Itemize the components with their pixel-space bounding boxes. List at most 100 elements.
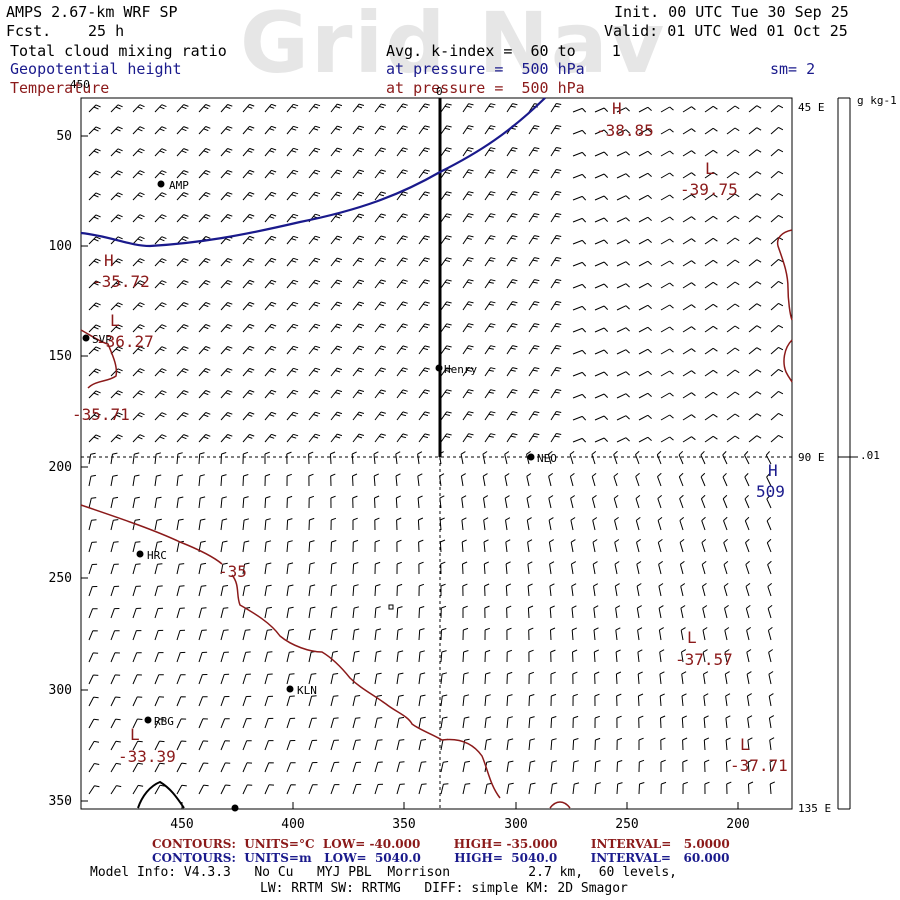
wind-barb xyxy=(110,585,120,597)
wind-barb xyxy=(242,213,255,223)
wind-barb xyxy=(88,214,101,223)
wind-barb xyxy=(594,737,601,751)
wind-barb xyxy=(461,495,467,509)
wind-barb xyxy=(418,301,430,311)
wind-barb xyxy=(440,147,452,157)
wind-barb xyxy=(198,474,205,487)
wind-barb xyxy=(88,696,99,707)
wind-barb xyxy=(770,368,784,377)
wind-barb xyxy=(220,390,233,399)
wind-barb xyxy=(638,737,644,750)
wind-barb xyxy=(176,762,187,773)
wind-barb xyxy=(330,279,343,289)
wind-barb xyxy=(198,718,208,729)
wind-barb xyxy=(286,411,299,421)
wind-barb xyxy=(637,627,643,641)
wind-barb xyxy=(374,125,386,135)
extremum-value: -36.27 xyxy=(96,332,154,351)
wind-barb xyxy=(462,367,474,377)
wind-barb xyxy=(636,538,641,553)
wind-barb xyxy=(594,283,609,289)
wind-barb xyxy=(308,517,315,531)
wind-barb xyxy=(418,125,430,135)
wind-barb xyxy=(176,412,189,421)
wind-barb xyxy=(132,368,145,377)
wind-barb xyxy=(132,496,140,509)
wind-barb xyxy=(242,540,250,553)
wind-barb xyxy=(418,606,425,619)
wind-barb xyxy=(748,325,762,333)
extremum-value: -37.57 xyxy=(675,650,733,669)
wind-barb xyxy=(220,696,230,707)
wind-barb xyxy=(220,651,229,663)
wind-barb xyxy=(678,472,684,487)
wind-barb xyxy=(591,494,597,509)
wind-barb xyxy=(637,693,644,707)
wind-barb xyxy=(703,671,709,685)
wind-barb xyxy=(286,125,299,135)
wind-barb xyxy=(745,583,751,597)
wind-barb xyxy=(638,436,652,443)
wind-barb xyxy=(528,433,540,443)
wind-barb xyxy=(439,495,445,509)
wind-barb xyxy=(264,147,277,157)
wind-barb xyxy=(264,191,277,201)
wind-barb xyxy=(484,191,496,201)
wind-barb xyxy=(396,672,404,685)
wind-barb xyxy=(242,673,251,685)
wind-barb xyxy=(682,238,696,245)
wind-barb xyxy=(594,327,609,333)
wind-barb xyxy=(352,761,362,773)
wind-barb xyxy=(768,649,773,663)
wind-barb xyxy=(330,147,343,157)
wind-barb xyxy=(636,583,642,597)
wind-barb xyxy=(770,412,784,421)
wind-barb xyxy=(550,301,562,311)
wind-barb xyxy=(440,628,447,641)
wind-barb xyxy=(308,606,316,619)
wind-barb xyxy=(242,301,255,311)
wind-barb xyxy=(704,303,718,311)
wind-barb xyxy=(286,628,294,641)
wind-barb xyxy=(154,496,162,509)
wind-barb xyxy=(616,107,630,113)
wind-barb xyxy=(418,103,430,113)
wind-barb xyxy=(682,216,696,223)
wind-barb xyxy=(484,782,492,795)
wind-barb xyxy=(242,389,255,399)
wind-barb xyxy=(704,127,718,135)
wind-barb xyxy=(506,301,518,311)
wind-barb xyxy=(132,412,145,421)
wind-barb xyxy=(440,345,452,355)
wind-barb xyxy=(440,583,446,596)
wind-barb xyxy=(572,283,587,289)
wind-barb xyxy=(286,345,299,355)
wind-barb xyxy=(352,539,359,553)
wind-barb xyxy=(198,607,207,619)
wind-barb xyxy=(748,171,762,179)
colorbar-unit: g kg-1 xyxy=(857,94,897,107)
wind-barb xyxy=(638,150,652,157)
wind-barb xyxy=(395,451,401,465)
wind-barb xyxy=(704,759,710,773)
wind-barb xyxy=(176,368,189,377)
wind-barb xyxy=(418,323,430,333)
wind-barb xyxy=(614,561,620,575)
wind-barb xyxy=(308,125,321,135)
wind-barb xyxy=(396,235,408,245)
wind-barb xyxy=(176,629,186,641)
wind-barb xyxy=(176,674,186,685)
wind-barb xyxy=(616,415,630,421)
wind-barb xyxy=(506,323,518,333)
wind-barb xyxy=(569,451,575,465)
wind-barb xyxy=(638,172,652,179)
wind-barb xyxy=(220,562,228,575)
wind-barb xyxy=(132,519,141,531)
wind-barb xyxy=(658,583,664,597)
wind-barb xyxy=(594,151,609,157)
wind-barb xyxy=(110,519,119,531)
wind-barb xyxy=(748,237,762,245)
wind-barb xyxy=(550,169,562,179)
wind-barb xyxy=(616,305,630,311)
wind-barb xyxy=(723,516,728,531)
